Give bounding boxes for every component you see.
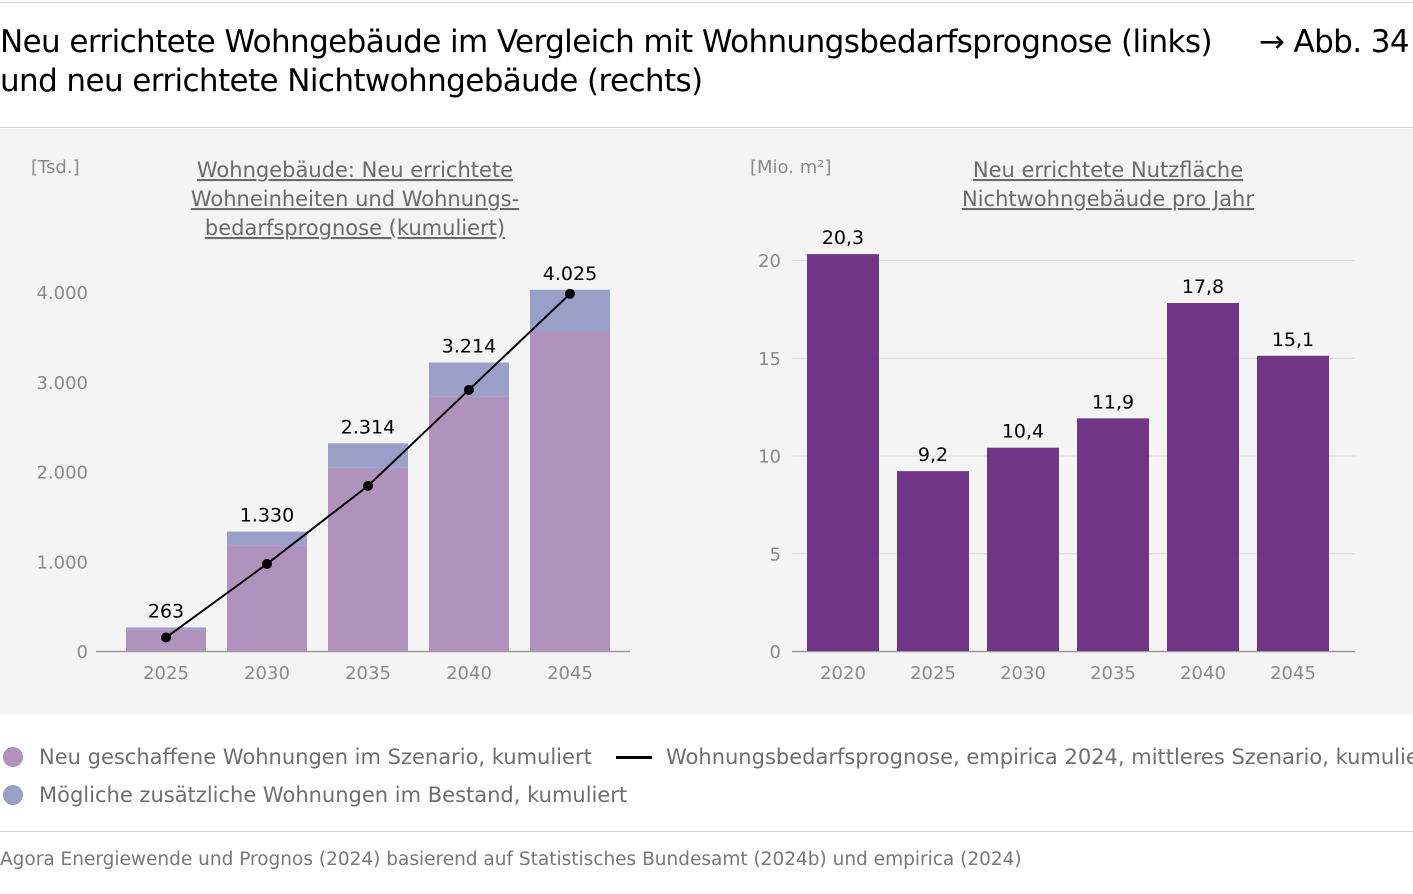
legend-label-forecast-line: Wohnungsbedarfsprognose, empirica 2024, … — [666, 745, 1413, 769]
bar-nonresidential — [807, 254, 879, 651]
x-tick-label: 2020 — [820, 663, 866, 684]
x-tick-label: 2040 — [446, 663, 492, 684]
bar-value-label: 20,3 — [822, 227, 864, 249]
bar-new-dwellings — [530, 331, 610, 651]
x-tick-label: 2045 — [547, 663, 593, 684]
source-note: Agora Energiewende und Prognos (2024) ba… — [0, 849, 1022, 870]
forecast-point — [464, 384, 474, 395]
x-tick-label: 2030 — [1000, 663, 1046, 684]
footer-rule — [0, 831, 1413, 832]
legend-item-additional-stock: Mögliche zusätzliche Wohnungen im Bestan… — [3, 783, 627, 807]
y-tick-label: 1.000 — [36, 552, 88, 573]
legend-item-forecast-line: Wohnungsbedarfsprognose, empirica 2024, … — [616, 745, 1413, 769]
y-tick-label: 3.000 — [36, 373, 88, 394]
forecast-point — [262, 558, 272, 569]
x-tick-label: 2040 — [1180, 663, 1226, 684]
figure-title-line1: Neu errichtete Wohngebäude im Vergleich … — [0, 24, 1213, 60]
bar-new-dwellings — [328, 467, 408, 651]
chart-title-line: bedarfsprognose (kumuliert) — [205, 216, 505, 240]
x-tick-label: 2035 — [1090, 663, 1136, 684]
nonresidential-chart: [Mio. m²] Neu errichtete Nutzfläche Nicht… — [750, 157, 1355, 684]
bar-nonresidential — [987, 447, 1059, 651]
forecast-point — [565, 288, 575, 299]
chart-title-line: Wohneinheiten und Wohnungs- — [191, 187, 519, 211]
figure-reference-link[interactable]: → Abb. 34 — [1258, 24, 1410, 60]
forecast-point — [363, 480, 373, 491]
y-tick-label: 15 — [758, 349, 781, 370]
y-tick-label: 2.000 — [36, 463, 88, 484]
y-tick-label: 5 — [770, 544, 781, 565]
bar-nonresidential — [1167, 303, 1239, 651]
y-tick-label: 4.000 — [36, 283, 88, 304]
bar-nonresidential — [1077, 418, 1149, 651]
x-tick-label: 2025 — [143, 663, 189, 684]
legend-label-additional-stock: Mögliche zusätzliche Wohnungen im Bestan… — [39, 783, 628, 807]
bar-value-label: 10,4 — [1002, 421, 1044, 443]
legend-swatch-forecast-line — [616, 755, 652, 759]
header-rule — [0, 127, 1413, 128]
chart-panel: [Tsd.] Wohngebäude: Neu errichtete Wohnei… — [0, 129, 1413, 714]
bar-nonresidential — [897, 471, 969, 651]
y-tick-label: 10 — [758, 447, 781, 468]
figure-title-line2: und neu errichtete Nichtwohngebäude (rec… — [0, 63, 703, 99]
x-tick-label: 2025 — [910, 663, 956, 684]
unit-label: [Tsd.] — [31, 157, 80, 178]
bar-additional-stock — [227, 531, 307, 546]
bar-nonresidential — [1257, 355, 1329, 651]
residential-chart: [Tsd.] Wohngebäude: Neu errichtete Wohnei… — [31, 157, 630, 684]
bar-value-label: 17,8 — [1182, 276, 1224, 298]
chart-title-line: Wohngebäude: Neu errichtete — [197, 158, 513, 182]
unit-label: [Mio. m²] — [750, 157, 831, 178]
forecast-point — [161, 632, 171, 643]
x-tick-label: 2030 — [244, 663, 290, 684]
bar-additional-stock — [328, 443, 408, 468]
bar-new-dwellings — [429, 396, 509, 651]
x-tick-label: 2045 — [1270, 663, 1316, 684]
legend-label-new-dwellings: Neu geschaffene Wohnungen im Szenario, k… — [39, 745, 592, 769]
y-tick-label: 20 — [758, 251, 781, 272]
bar-total-label: 1.330 — [240, 505, 294, 527]
legend-item-new-dwellings: Neu geschaffene Wohnungen im Szenario, k… — [3, 745, 592, 769]
y-tick-label: 0 — [77, 642, 88, 663]
x-tick-label: 2035 — [345, 663, 391, 684]
bar-total-label: 3.214 — [442, 336, 496, 358]
bar-additional-stock — [126, 627, 206, 630]
chart-title-line: Nichtwohngebäude pro Jahr — [962, 187, 1254, 211]
legend-swatch-additional-stock — [3, 785, 23, 805]
bar-value-label: 15,1 — [1272, 329, 1314, 351]
top-rule — [0, 2, 1413, 3]
bar-value-label: 11,9 — [1092, 391, 1134, 413]
legend-swatch-new-dwellings — [3, 747, 23, 767]
bar-total-label: 2.314 — [341, 416, 395, 438]
bar-total-label: 4.025 — [543, 263, 597, 285]
chart-title-line: Neu errichtete Nutzfläche — [973, 158, 1243, 182]
bar-total-label: 263 — [148, 600, 184, 622]
bar-value-label: 9,2 — [918, 444, 948, 466]
y-tick-label: 0 — [770, 642, 781, 663]
